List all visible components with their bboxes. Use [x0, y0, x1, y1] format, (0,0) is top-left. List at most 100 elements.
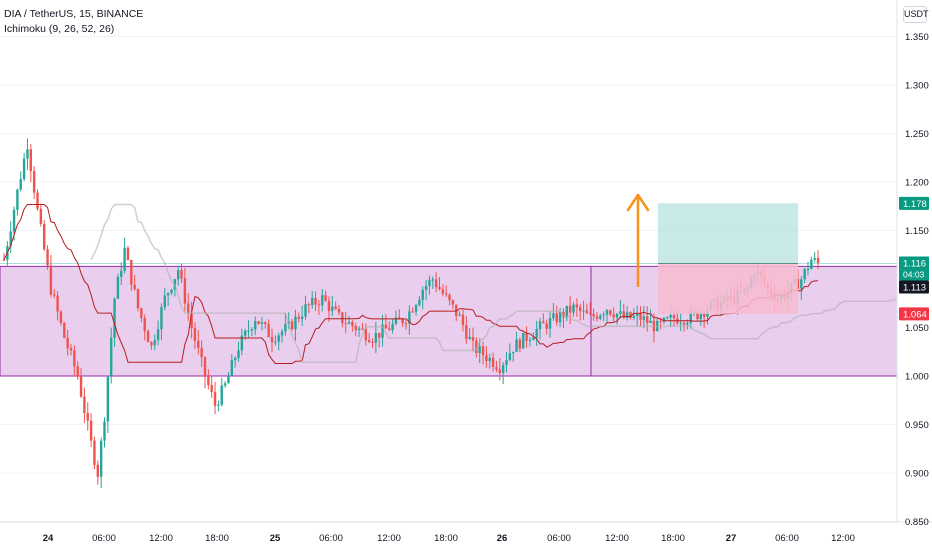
candle-body[interactable] — [816, 257, 820, 263]
candle-body[interactable] — [140, 308, 143, 318]
price-level-label-last[interactable] — [899, 256, 929, 281]
candle-body[interactable] — [83, 396, 86, 414]
candle-body[interactable] — [552, 313, 555, 319]
candle-body[interactable] — [424, 286, 428, 290]
candle-body[interactable] — [398, 317, 401, 320]
candle-body[interactable] — [522, 332, 525, 349]
candle-body[interactable] — [699, 313, 702, 320]
candle-body[interactable] — [562, 311, 565, 318]
candle-body[interactable] — [468, 336, 471, 339]
candle-body[interactable] — [672, 315, 676, 319]
candle-body[interactable] — [227, 375, 230, 384]
candle-body[interactable] — [193, 328, 197, 341]
candle-body[interactable] — [89, 420, 93, 441]
candle-body[interactable] — [126, 247, 130, 260]
candle-body[interactable] — [220, 385, 223, 405]
candle-body[interactable] — [304, 304, 307, 317]
candle-body[interactable] — [26, 149, 29, 159]
candle-body[interactable] — [441, 289, 445, 294]
candle-body[interactable] — [572, 304, 575, 313]
price-level-label-range_top[interactable] — [899, 280, 929, 294]
candle-body[interactable] — [579, 307, 582, 312]
candle-body[interactable] — [341, 312, 344, 324]
candle-body[interactable] — [311, 297, 314, 306]
candle-body[interactable] — [575, 304, 579, 308]
candle-body[interactable] — [354, 326, 357, 331]
candle-body[interactable] — [411, 311, 414, 313]
candle-body[interactable] — [2, 259, 6, 261]
candle-body[interactable] — [445, 293, 448, 295]
candle-body[interactable] — [609, 310, 612, 315]
candle-body[interactable] — [351, 322, 354, 327]
candle-body[interactable] — [662, 317, 666, 322]
candle-body[interactable] — [163, 295, 166, 308]
candle-body[interactable] — [73, 350, 76, 367]
candle-body[interactable] — [555, 313, 558, 323]
candle-body[interactable] — [264, 322, 267, 325]
candle-body[interactable] — [337, 308, 341, 313]
candle-body[interactable] — [408, 311, 411, 324]
candle-body[interactable] — [63, 322, 66, 338]
candle-body[interactable] — [347, 322, 351, 324]
long-stop-zone[interactable] — [658, 263, 798, 314]
candle-body[interactable] — [180, 270, 183, 279]
candle-body[interactable] — [615, 313, 619, 318]
candle-body[interactable] — [545, 323, 548, 329]
candle-body[interactable] — [217, 404, 220, 406]
candle-body[interactable] — [344, 323, 347, 325]
candle-body[interactable] — [290, 321, 294, 330]
candle-body[interactable] — [106, 376, 110, 422]
candle-body[interactable] — [267, 324, 270, 338]
candle-body[interactable] — [9, 231, 12, 247]
candle-body[interactable] — [247, 330, 250, 332]
candle-body[interactable] — [669, 315, 672, 318]
candle-body[interactable] — [143, 317, 146, 332]
candle-body[interactable] — [66, 337, 69, 349]
candle-body[interactable] — [646, 316, 649, 324]
candle-body[interactable] — [274, 341, 277, 343]
candle-body[interactable] — [96, 464, 99, 477]
candle-body[interactable] — [451, 300, 455, 305]
candle-body[interactable] — [314, 297, 317, 305]
candle-body[interactable] — [810, 259, 813, 269]
candle-body[interactable] — [625, 312, 629, 318]
candle-body[interactable] — [448, 294, 451, 301]
candle-body[interactable] — [465, 325, 468, 339]
candle-body[interactable] — [103, 421, 106, 441]
candle-body[interactable] — [475, 340, 478, 354]
candle-body[interactable] — [639, 313, 642, 320]
candle-body[interactable] — [800, 279, 803, 289]
candle-body[interactable] — [207, 376, 210, 385]
candle-body[interactable] — [535, 329, 538, 338]
candle-body[interactable] — [696, 312, 699, 320]
candle-body[interactable] — [133, 284, 136, 290]
candle-body[interactable] — [585, 310, 589, 314]
candle-body[interactable] — [187, 303, 190, 313]
candle-body[interactable] — [532, 337, 535, 340]
candle-body[interactable] — [515, 339, 518, 352]
price-level-label-stop[interactable] — [899, 307, 929, 321]
candle-body[interactable] — [622, 311, 625, 318]
candle-body[interactable] — [49, 265, 53, 295]
candle-body[interactable] — [16, 189, 19, 210]
candle-body[interactable] — [130, 259, 133, 285]
candle-body[interactable] — [284, 324, 287, 332]
candle-body[interactable] — [505, 360, 508, 365]
candle-body[interactable] — [324, 295, 327, 301]
candle-body[interactable] — [384, 324, 388, 329]
candle-body[interactable] — [160, 307, 163, 330]
candle-body[interactable] — [93, 440, 96, 465]
candle-body[interactable] — [317, 304, 321, 306]
candle-body[interactable] — [150, 342, 153, 346]
candle-body[interactable] — [146, 331, 150, 343]
candle-body[interactable] — [166, 293, 170, 296]
candle-body[interactable] — [635, 313, 639, 316]
candle-body[interactable] — [434, 279, 438, 288]
candle-body[interactable] — [619, 311, 622, 314]
candle-body[interactable] — [508, 353, 512, 361]
candle-body[interactable] — [270, 337, 274, 343]
candle-body[interactable] — [280, 331, 284, 336]
candle-body[interactable] — [123, 247, 126, 271]
candle-body[interactable] — [374, 332, 378, 343]
